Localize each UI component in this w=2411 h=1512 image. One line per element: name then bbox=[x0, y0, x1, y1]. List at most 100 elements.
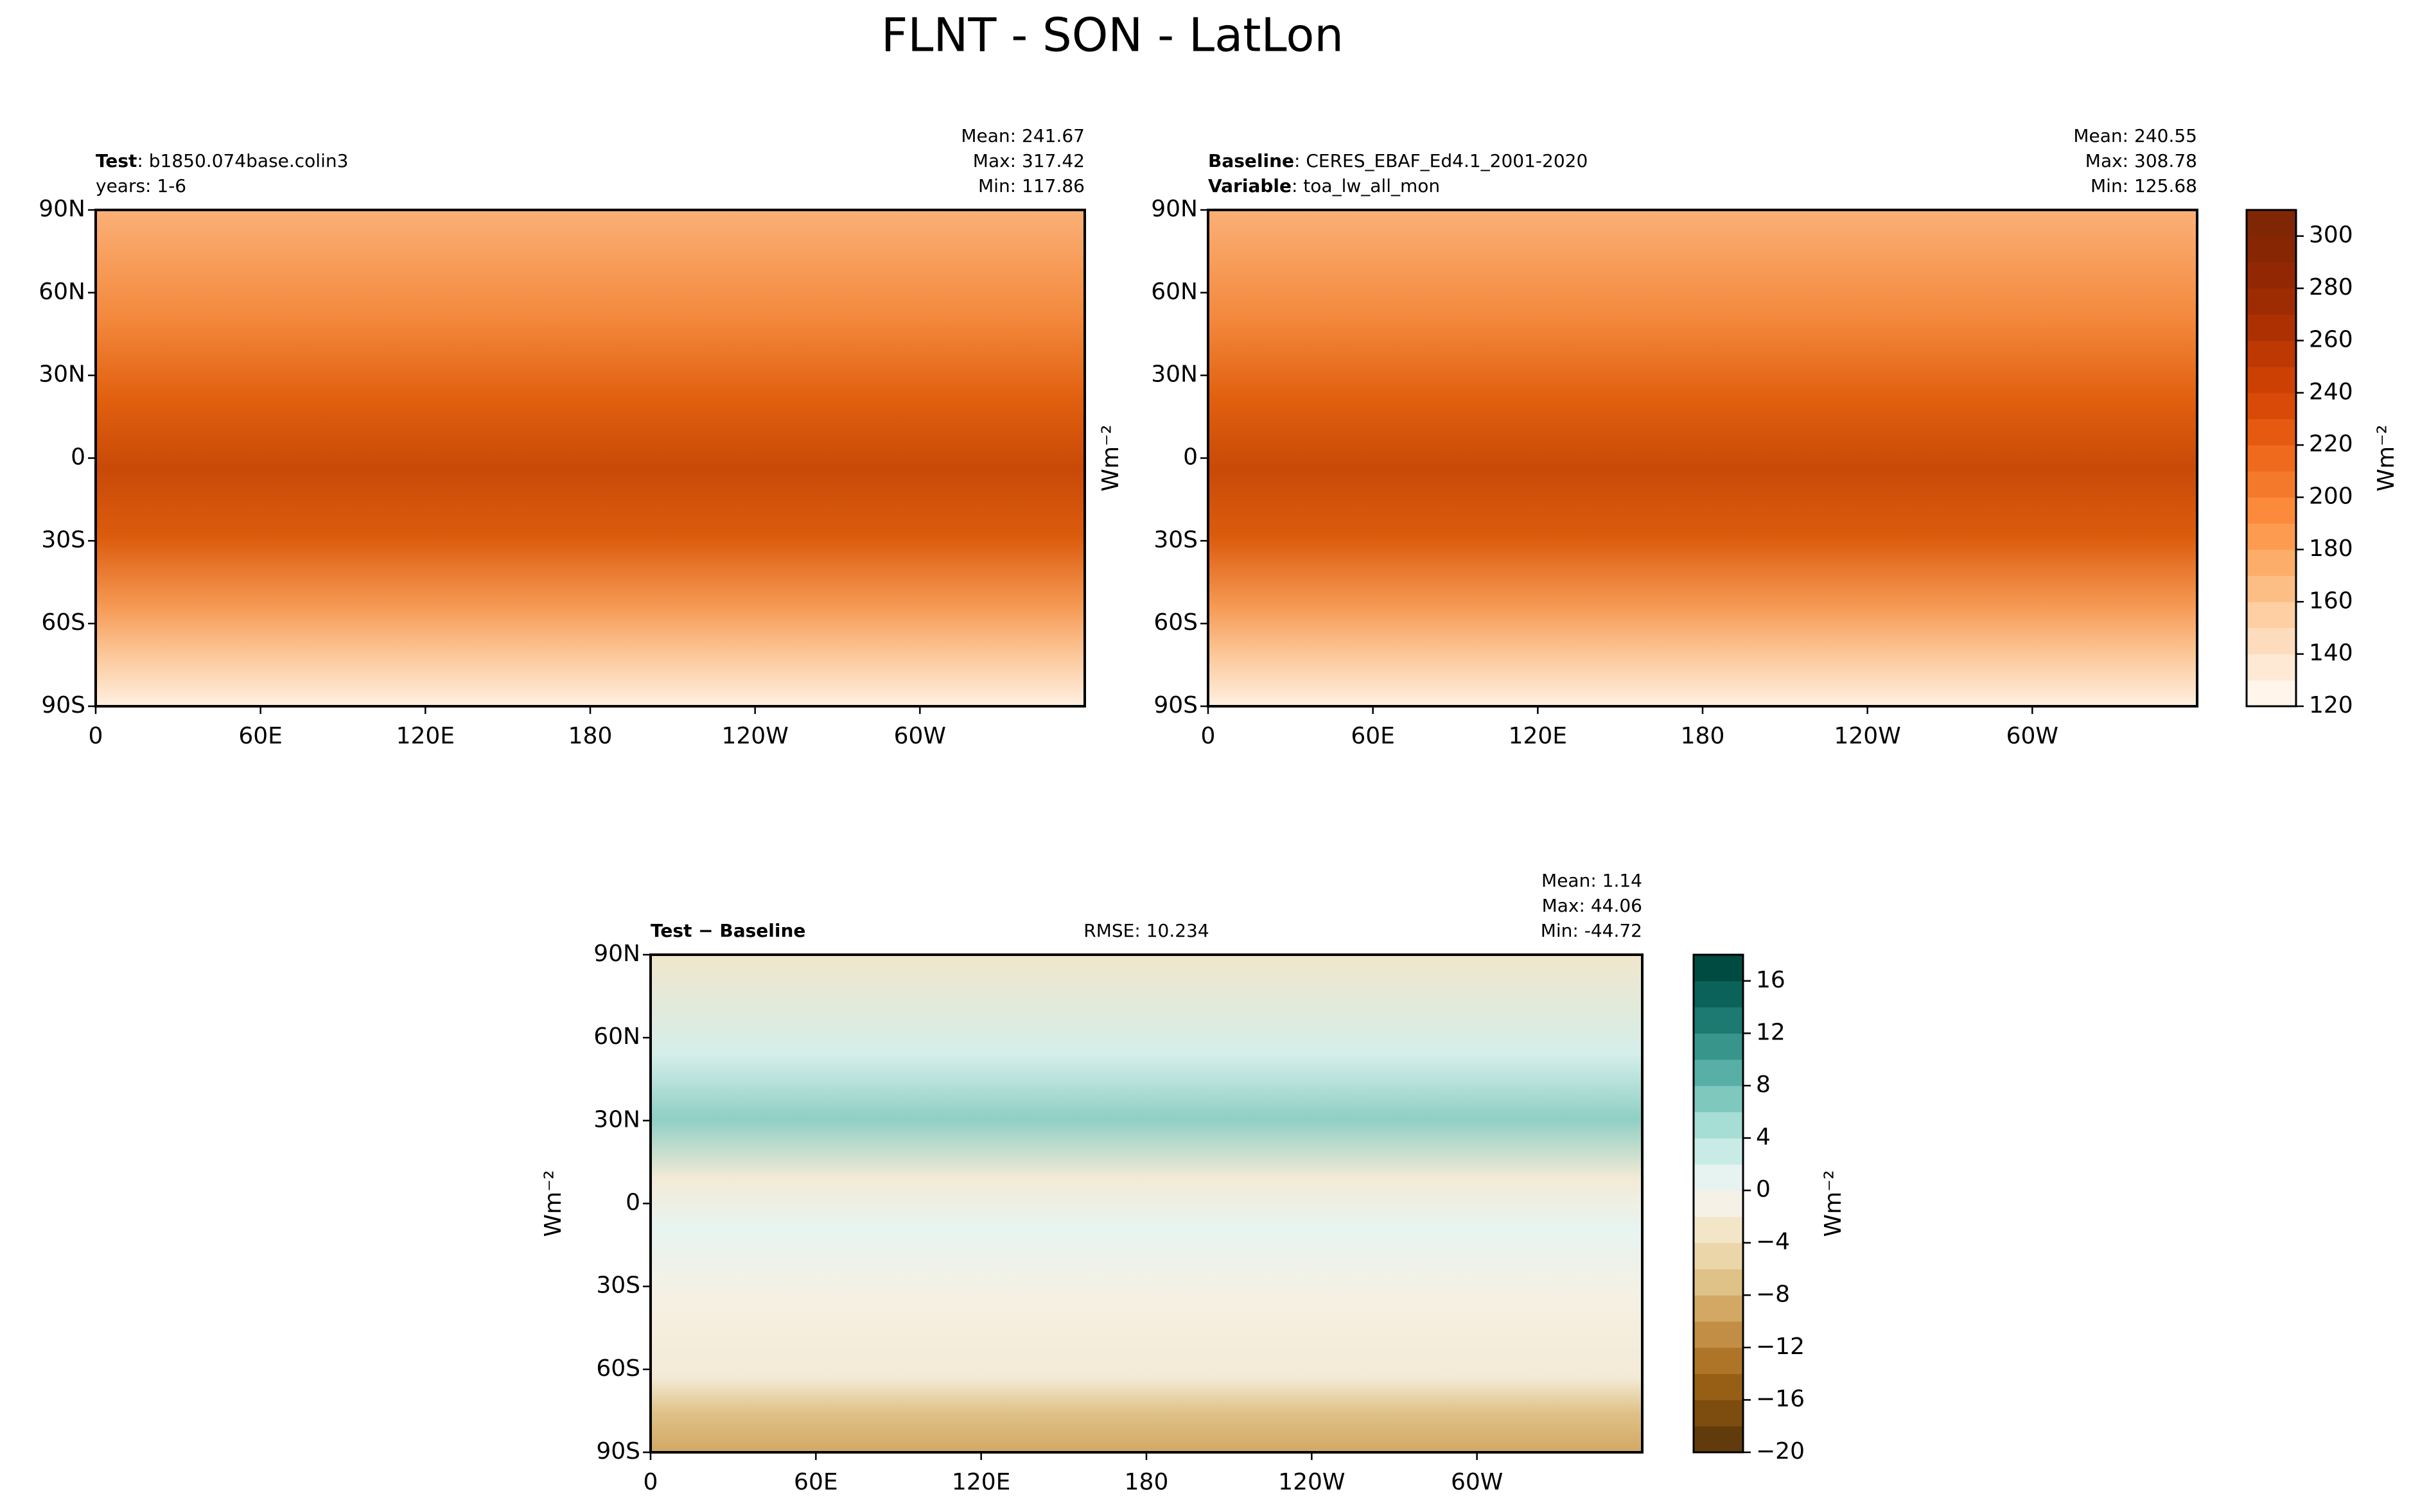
colorbar-band bbox=[1694, 1085, 1743, 1113]
colorbar-band bbox=[2247, 340, 2296, 367]
colorbar-band bbox=[1694, 1295, 1743, 1322]
y-tick-label: 0 bbox=[626, 1190, 640, 1216]
stat: Mean: 241.67 bbox=[961, 125, 1085, 146]
y-tick-label: 30N bbox=[593, 1106, 640, 1133]
stat: Mean: 240.55 bbox=[2073, 125, 2197, 146]
map-field bbox=[96, 210, 1085, 706]
colorbar-tick-label: 8 bbox=[1756, 1072, 1771, 1098]
x-tick-label: 180 bbox=[568, 723, 613, 749]
colorbar-band bbox=[2247, 262, 2296, 289]
y-tick-label: 60N bbox=[39, 279, 85, 305]
colorbar-band bbox=[2247, 392, 2296, 419]
colorbar-tick-label: 220 bbox=[2309, 431, 2353, 457]
colorbar-band bbox=[1694, 1190, 1743, 1217]
y-tick-label: 90N bbox=[593, 941, 640, 967]
x-tick-label: 180 bbox=[1125, 1469, 1169, 1495]
colorbar-tick-label: −8 bbox=[1756, 1281, 1790, 1307]
y-tick-label: 90S bbox=[1153, 692, 1198, 718]
colorbar-frame bbox=[1692, 953, 1744, 1454]
header-label: Variable bbox=[1208, 175, 1292, 196]
header-label: Baseline bbox=[1208, 150, 1294, 171]
colorbar-tick-label: 12 bbox=[1756, 1019, 1785, 1045]
colorbar-band bbox=[2247, 627, 2296, 655]
colorbar-band bbox=[2247, 445, 2296, 472]
y-tick-label: 30N bbox=[1151, 361, 1198, 388]
colorbar-tick-label: 4 bbox=[1756, 1124, 1771, 1151]
colorbar-band bbox=[1694, 955, 1743, 982]
colorbar-band bbox=[1694, 1059, 1743, 1086]
colorbar-band bbox=[1694, 1400, 1743, 1427]
colorbar-band bbox=[2247, 575, 2296, 602]
colorbar-band bbox=[2247, 654, 2296, 681]
colorbar-band bbox=[1694, 980, 1743, 1008]
header-text: : toa_lw_all_mon bbox=[1292, 175, 1440, 196]
colorbar-tick-label: 180 bbox=[2309, 535, 2353, 562]
x-tick-label: 120E bbox=[952, 1469, 1010, 1495]
y-tick-label: 30N bbox=[39, 361, 85, 388]
colorbar-tick-label: 16 bbox=[1756, 967, 1785, 993]
x-tick-label: 60E bbox=[1351, 723, 1395, 749]
y-tick-label: 30S bbox=[1153, 526, 1198, 553]
colorbar-band bbox=[1694, 1269, 1743, 1296]
colorbar-tick-label: 280 bbox=[2309, 274, 2353, 300]
x-tick-label: 120W bbox=[1834, 723, 1901, 749]
stat: Max: 308.78 bbox=[2085, 150, 2197, 171]
y-tick-label: 60N bbox=[1151, 279, 1198, 305]
colorbar-band bbox=[2247, 367, 2296, 394]
colorbar-band bbox=[2247, 210, 2296, 237]
colorbar-tick-label: 300 bbox=[2309, 222, 2353, 248]
y-tick-label: 60S bbox=[41, 609, 85, 636]
colorbar-band bbox=[2247, 602, 2296, 629]
x-tick-label: 60W bbox=[1451, 1469, 1503, 1495]
colorbar-band bbox=[1694, 1164, 1743, 1191]
colorbar-tick-label: 200 bbox=[2309, 483, 2353, 510]
colorbar-band bbox=[1694, 1111, 1743, 1139]
colorbar-label: Wm⁻² bbox=[2373, 424, 2399, 491]
colorbar-band bbox=[2247, 680, 2296, 707]
map-field bbox=[1208, 210, 2197, 706]
colorbar-tick-label: −20 bbox=[1756, 1438, 1805, 1464]
header-label: Test − Baseline bbox=[651, 920, 805, 941]
colorbar-band bbox=[1694, 1216, 1743, 1244]
y-tick-label: 90S bbox=[41, 692, 85, 718]
x-tick-label: 60W bbox=[2006, 723, 2058, 749]
header-text: : CERES_EBAF_Ed4.1_2001-2020 bbox=[1294, 150, 1588, 171]
y-tick-label: 90N bbox=[39, 196, 85, 222]
y-tick-label: 60S bbox=[1153, 609, 1198, 636]
colorbar-tick-label: 120 bbox=[2309, 692, 2353, 718]
header-label: Test bbox=[96, 150, 137, 171]
colorbar-tick-label: 0 bbox=[1756, 1176, 1771, 1203]
stat: Min: 125.68 bbox=[2091, 175, 2197, 196]
x-tick-label: 180 bbox=[1681, 723, 1725, 749]
y-tick-label: 60N bbox=[593, 1023, 640, 1050]
colorbar-band bbox=[2247, 523, 2296, 550]
x-tick-label: 120E bbox=[396, 723, 455, 749]
x-tick-label: 0 bbox=[1201, 723, 1216, 749]
map-field bbox=[651, 955, 1642, 1452]
colorbar-tick-label: −4 bbox=[1756, 1229, 1790, 1255]
x-tick-label: 0 bbox=[644, 1469, 658, 1495]
y-tick-label: 60S bbox=[596, 1355, 640, 1382]
stat: Min: 117.86 bbox=[978, 175, 1085, 196]
rmse: RMSE: 10.234 bbox=[1083, 920, 1209, 941]
x-tick-label: 60E bbox=[794, 1469, 838, 1495]
header-text: : b1850.074base.colin3 bbox=[137, 150, 348, 171]
colorbar-tick-label: 260 bbox=[2309, 326, 2353, 352]
y-tick-label: 90N bbox=[1151, 196, 1198, 222]
colorbar-band bbox=[1694, 1347, 1743, 1375]
x-tick-label: 120E bbox=[1509, 723, 1567, 749]
colorbar-band bbox=[2247, 236, 2296, 263]
colorbar-tick-label: 160 bbox=[2309, 587, 2353, 614]
stat: Max: 317.42 bbox=[973, 150, 1085, 171]
colorbar-tick-label: −16 bbox=[1756, 1386, 1805, 1412]
y-tick-label: 30S bbox=[41, 526, 85, 553]
colorbar-label: Wm⁻² bbox=[1820, 1170, 1846, 1237]
colorbar-band bbox=[1694, 1321, 1743, 1348]
colorbar-band bbox=[1694, 1426, 1743, 1453]
colorbar-band bbox=[2247, 314, 2296, 341]
y-axis-label: Wm⁻² bbox=[1098, 424, 1124, 491]
header-text: years: 1-6 bbox=[96, 175, 186, 196]
x-tick-label: 120W bbox=[722, 723, 789, 749]
colorbar-band bbox=[1694, 1373, 1743, 1400]
